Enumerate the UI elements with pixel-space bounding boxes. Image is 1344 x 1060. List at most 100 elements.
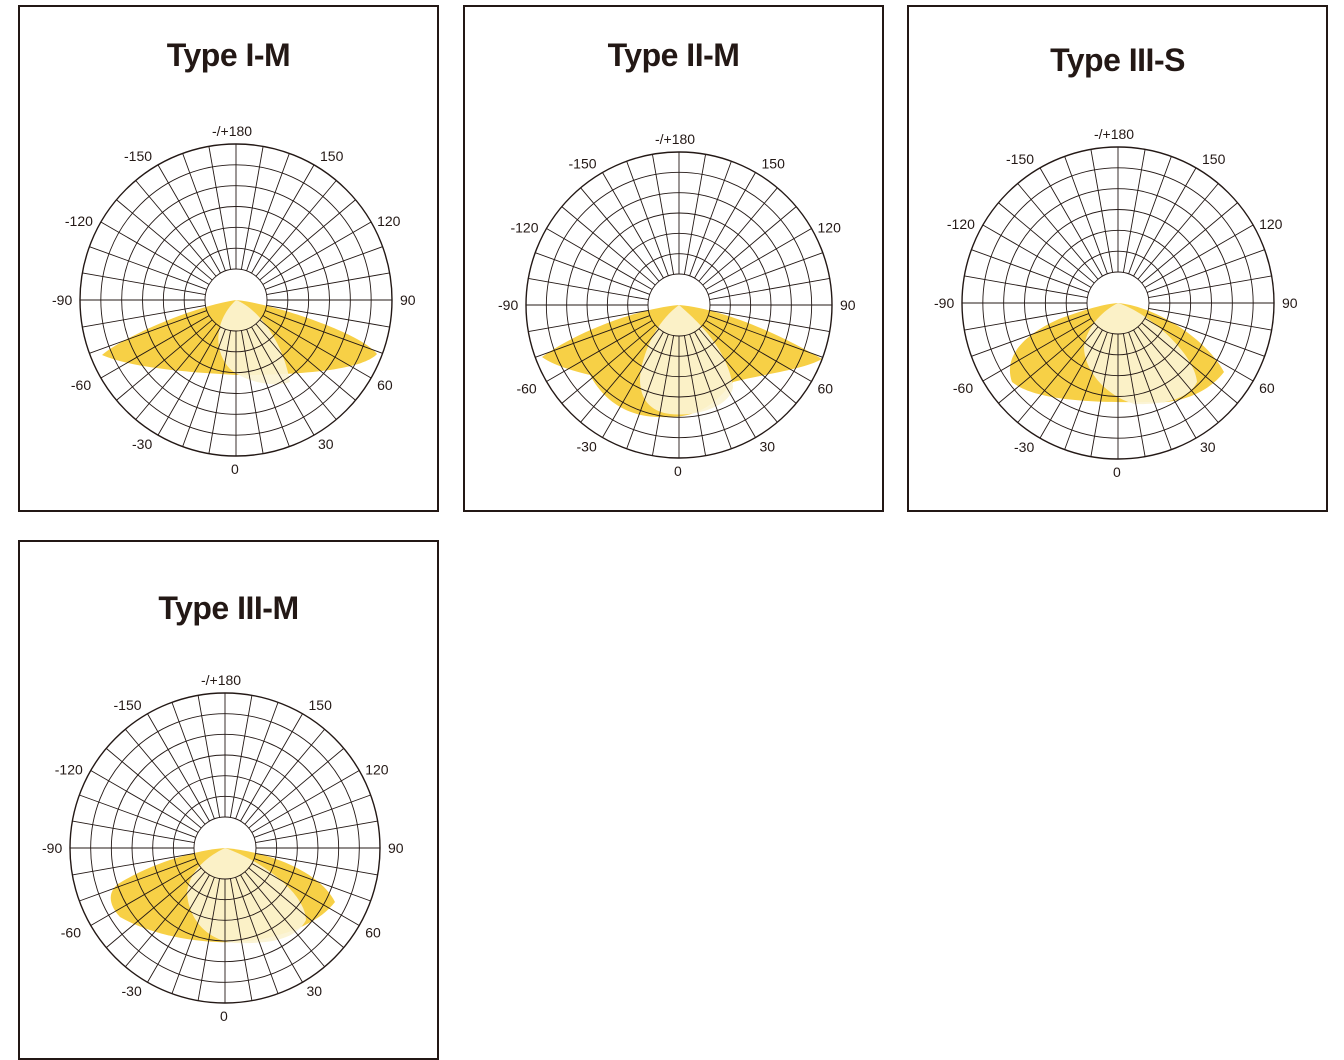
angle-label: -150 [114,697,142,713]
grid-spoke [244,728,325,825]
grid-spoke [147,874,210,983]
angle-labels: -/+180 -150 150 -120 120 -90 90 -60 60 -30 30 0 [42,672,404,1024]
angle-label: -30 [577,439,597,455]
angle-label: -/+180 [212,123,252,139]
grid-spoke [705,320,812,382]
grid-spoke [1122,149,1146,273]
grid-spoke [208,146,232,270]
grid-spoke [683,154,707,275]
grid-spoke [689,161,732,277]
grid-spoke [580,328,660,423]
grid-spoke [964,275,1088,299]
angle-label: 90 [388,840,404,856]
grid-spoke [546,228,653,290]
grid-spoke [240,330,264,454]
angle-label: 90 [840,297,856,313]
grid-spoke [82,304,206,328]
angle-label: 150 [320,148,344,164]
grid-spoke [535,252,651,295]
grid-spoke [546,320,653,382]
grid-spoke [235,876,279,994]
angle-label: 30 [318,436,334,452]
grid-spoke [229,695,253,818]
grid-spoke [264,310,383,354]
grid-spoke [248,748,345,829]
grid-spoke [251,770,360,833]
grid-spoke [251,863,360,926]
angle-label: -30 [1014,439,1034,455]
angle-label: 90 [1282,295,1298,311]
grid-spoke [1144,318,1254,382]
grid-spoke [689,333,732,449]
grid-spoke [208,330,232,454]
grid-spoke [702,324,797,404]
grid-spoke [982,318,1092,382]
grid-spoke [998,322,1095,404]
diagram-panel-type-i-m: Type I-M -/+180 -150 150 -120 120 -90 90 -60 60-… [18,5,439,512]
grid-spoke [1144,224,1254,288]
grid-spoke [171,876,215,994]
grid-spoke [1133,167,1197,277]
panel-title: Type III-S [1050,42,1185,78]
grid-spoke [251,326,315,436]
grid-spoke [240,713,303,822]
grid-spoke [248,867,345,948]
angle-label: 90 [400,292,416,308]
polar-distribution-chart: -/+180 -150 150 -120 120 -90 90 -60 60 -30 30 0 [52,123,416,477]
angle-label: 150 [309,697,333,713]
grid-spoke [262,221,372,285]
grid-spoke [1128,156,1172,275]
grid-spoke [1064,331,1108,450]
grid-spoke [255,180,337,277]
grid-spoke [90,770,199,833]
grid-spoke [580,187,660,282]
grid-spoke [72,852,195,876]
angle-labels: -/+180 -150 150 -120 120 -90 90 -60 60 -30 30 0 [934,126,1298,480]
grid-spoke [1137,326,1219,423]
grid-spoke [709,277,830,301]
angle-label: -90 [52,292,72,308]
grid-spoke [182,153,226,272]
grid-spoke [197,695,221,818]
angle-label: -150 [569,155,597,171]
grid-spoke [157,164,221,274]
grid-spoke [100,221,210,285]
angle-label: 0 [220,1008,228,1024]
polar-grid [69,692,381,1004]
polar-distribution-chart: -/+180 -150 150 -120 120 -90 90 -60 60 -30 30 0 [934,126,1298,480]
grid-spoke [240,146,264,270]
angle-label: 0 [1113,464,1121,480]
grid-spoke [1064,156,1108,275]
grid-spoke [79,858,197,902]
angle-label: 30 [760,439,776,455]
grid-spoke [651,335,675,456]
grid-spoke [1039,167,1103,277]
angle-labels: -/+180 -150 150 -120 120 -90 90 -60 60 -30 30 0 [498,131,856,479]
polar-distribution-chart: -/+180 -150 150 -120 120 -90 90 -60 60 -30 30 0 [498,131,856,479]
angle-label: -60 [516,381,536,397]
angle-label: -150 [124,148,152,164]
angle-label: 30 [1200,439,1216,455]
grid-spoke [72,820,195,844]
grid-spoke [626,161,669,277]
grid-spoke [90,863,199,926]
grid-spoke [253,858,371,902]
grid-spoke [1146,249,1265,293]
angle-label: -120 [55,762,83,778]
grid-spoke [259,199,356,281]
angle-label: 60 [818,381,834,397]
angle-label: 120 [1259,216,1283,232]
grid-spoke [197,878,221,1001]
grid-spoke [105,748,202,829]
grid-spoke [602,172,664,279]
angle-label: -120 [947,216,975,232]
grid-spoke [698,328,778,423]
polar-grid [79,143,393,457]
grid-spoke [229,878,253,1001]
angle-label: 0 [674,463,682,479]
grid-spoke [100,315,210,379]
polar-grid [525,151,833,459]
grid-spoke [182,328,226,447]
angle-label: 120 [377,213,401,229]
angle-label: 60 [1259,380,1275,396]
